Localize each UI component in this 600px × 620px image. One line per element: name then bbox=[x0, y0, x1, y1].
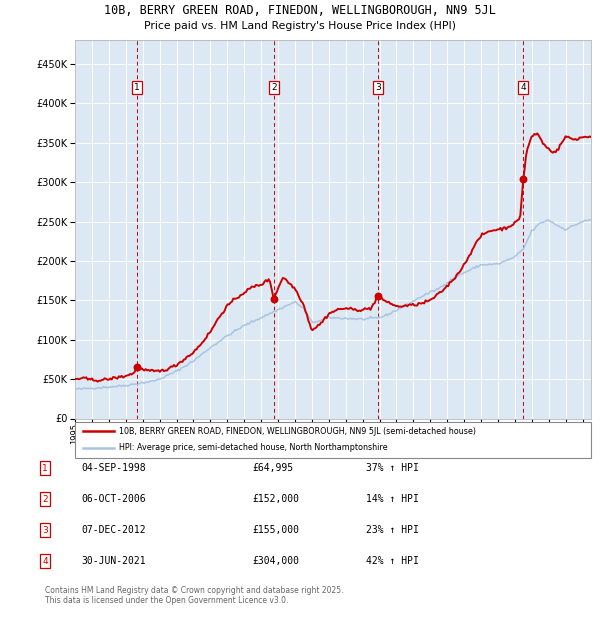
Text: 06-OCT-2006: 06-OCT-2006 bbox=[81, 494, 146, 504]
Text: 2: 2 bbox=[271, 83, 277, 92]
Text: 1: 1 bbox=[134, 83, 140, 92]
Text: 2: 2 bbox=[42, 495, 48, 503]
Text: 4: 4 bbox=[521, 83, 526, 92]
Text: 23% ↑ HPI: 23% ↑ HPI bbox=[366, 525, 419, 535]
Text: 04-SEP-1998: 04-SEP-1998 bbox=[81, 463, 146, 473]
Point bbox=[132, 362, 142, 372]
Text: 10B, BERRY GREEN ROAD, FINEDON, WELLINGBOROUGH, NN9 5JL (semi-detached house): 10B, BERRY GREEN ROAD, FINEDON, WELLINGB… bbox=[119, 427, 476, 436]
Text: Contains HM Land Registry data © Crown copyright and database right 2025.
This d: Contains HM Land Registry data © Crown c… bbox=[45, 586, 343, 605]
Text: HPI: Average price, semi-detached house, North Northamptonshire: HPI: Average price, semi-detached house,… bbox=[119, 443, 388, 453]
Text: £155,000: £155,000 bbox=[252, 525, 299, 535]
Text: 14% ↑ HPI: 14% ↑ HPI bbox=[366, 494, 419, 504]
Text: £64,995: £64,995 bbox=[252, 463, 293, 473]
Text: 10B, BERRY GREEN ROAD, FINEDON, WELLINGBOROUGH, NN9 5JL: 10B, BERRY GREEN ROAD, FINEDON, WELLINGB… bbox=[104, 4, 496, 17]
Text: 3: 3 bbox=[375, 83, 381, 92]
Text: 4: 4 bbox=[42, 557, 48, 565]
Point bbox=[518, 174, 528, 184]
Text: 1: 1 bbox=[42, 464, 48, 472]
Text: £304,000: £304,000 bbox=[252, 556, 299, 566]
Text: 07-DEC-2012: 07-DEC-2012 bbox=[81, 525, 146, 535]
Point bbox=[373, 291, 383, 301]
Text: 30-JUN-2021: 30-JUN-2021 bbox=[81, 556, 146, 566]
Text: 3: 3 bbox=[42, 526, 48, 534]
Text: £152,000: £152,000 bbox=[252, 494, 299, 504]
Text: Price paid vs. HM Land Registry's House Price Index (HPI): Price paid vs. HM Land Registry's House … bbox=[144, 21, 456, 31]
Text: 42% ↑ HPI: 42% ↑ HPI bbox=[366, 556, 419, 566]
Text: 37% ↑ HPI: 37% ↑ HPI bbox=[366, 463, 419, 473]
Point bbox=[269, 294, 278, 304]
